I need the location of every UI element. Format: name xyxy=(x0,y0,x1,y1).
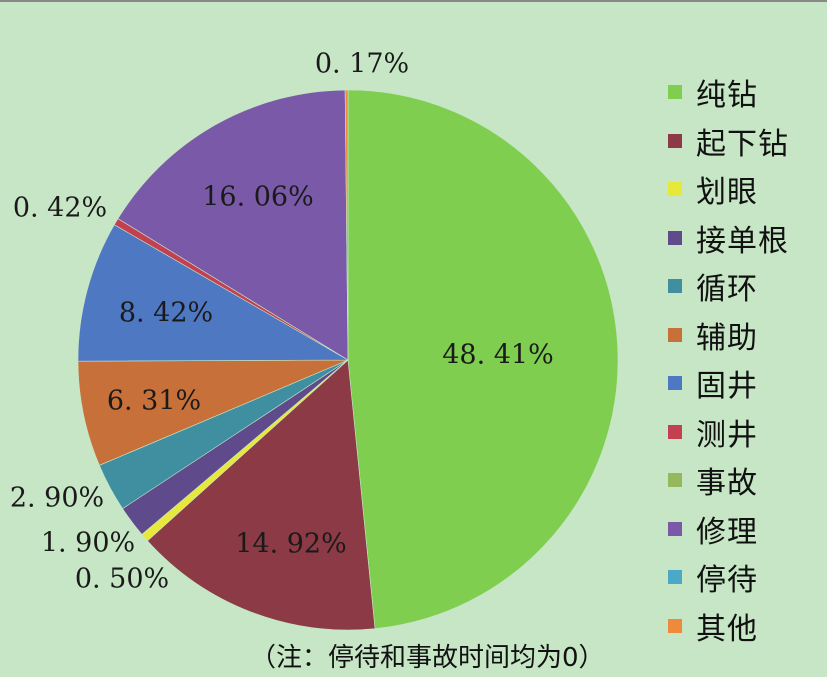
footnote: （注：停待和事故时间均为0） xyxy=(250,643,605,673)
legend-swatch xyxy=(668,85,682,100)
pie-slice-0 xyxy=(347,89,619,629)
legend: 纯钻起下钻划眼接单根循环辅助固井测井事故修理停待其他 xyxy=(668,68,827,650)
slice-value-label: 0. 17% xyxy=(315,49,409,80)
legend-item: 其他 xyxy=(668,602,827,651)
pie-slice-11 xyxy=(344,89,349,361)
pie-slice-1 xyxy=(147,359,376,631)
legend-swatch xyxy=(668,570,682,585)
legend-item: 划眼 xyxy=(668,165,827,214)
legend-label: 起下钻 xyxy=(696,126,789,162)
legend-item: 循环 xyxy=(668,262,827,311)
legend-item: 接单根 xyxy=(668,214,827,263)
slice-value-label: 8. 42% xyxy=(119,298,213,329)
slice-value-label: 2. 90% xyxy=(10,483,104,514)
legend-swatch xyxy=(668,279,682,294)
legend-swatch xyxy=(668,521,682,536)
legend-label: 固井 xyxy=(696,369,758,405)
legend-label: 循环 xyxy=(696,272,758,308)
legend-swatch xyxy=(668,376,682,391)
legend-swatch xyxy=(668,230,682,245)
slice-value-label: 1. 90% xyxy=(41,528,135,559)
legend-swatch xyxy=(668,133,682,148)
legend-swatch xyxy=(668,473,682,488)
legend-item: 测井 xyxy=(668,408,827,457)
legend-label: 测井 xyxy=(696,417,758,453)
legend-label: 其他 xyxy=(696,611,758,647)
legend-swatch xyxy=(668,327,682,342)
legend-item: 停待 xyxy=(668,553,827,602)
legend-label: 事故 xyxy=(696,466,758,502)
pie-slice-6 xyxy=(77,224,350,362)
legend-swatch xyxy=(668,182,682,197)
legend-item: 辅助 xyxy=(668,311,827,360)
legend-item: 起下钻 xyxy=(668,117,827,166)
pie-slice-9 xyxy=(117,89,349,361)
legend-label: 修理 xyxy=(696,514,758,550)
legend-swatch xyxy=(668,618,682,633)
legend-item: 纯钻 xyxy=(668,68,827,117)
slice-value-label: 0. 50% xyxy=(75,564,169,595)
slice-value-label: 14. 92% xyxy=(235,529,347,560)
legend-item: 修理 xyxy=(668,505,827,554)
legend-label: 接单根 xyxy=(696,223,789,259)
legend-item: 事故 xyxy=(668,456,827,505)
slice-value-label: 0. 42% xyxy=(13,193,107,224)
slice-value-label: 48. 41% xyxy=(442,340,554,371)
legend-item: 固井 xyxy=(668,359,827,408)
legend-label: 停待 xyxy=(696,563,758,599)
legend-label: 辅助 xyxy=(696,320,758,356)
slice-value-label: 6. 31% xyxy=(107,386,201,417)
legend-swatch xyxy=(668,424,682,439)
legend-label: 纯钻 xyxy=(696,78,758,114)
legend-label: 划眼 xyxy=(696,175,758,211)
slice-value-label: 16. 06% xyxy=(202,182,314,213)
